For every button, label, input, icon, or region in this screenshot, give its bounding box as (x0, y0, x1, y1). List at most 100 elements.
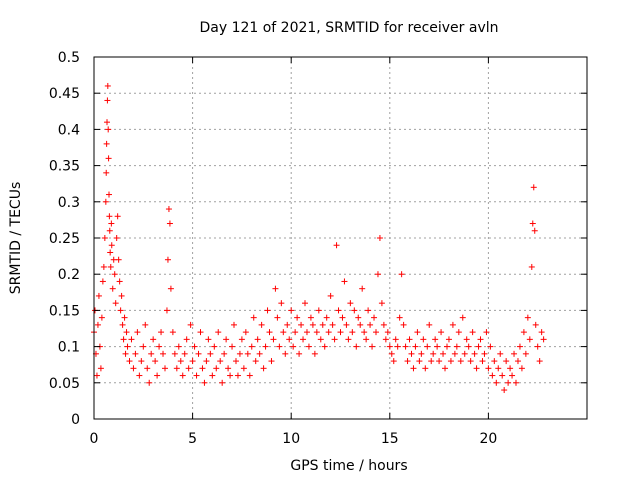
x-tick-label: 5 (188, 431, 197, 447)
data-point (357, 321, 364, 328)
data-point (361, 329, 368, 336)
data-point (513, 379, 520, 386)
data-point (503, 358, 510, 365)
data-point (359, 285, 366, 292)
data-point (175, 343, 182, 350)
data-point (292, 329, 299, 336)
data-point (282, 350, 289, 357)
data-point (104, 82, 111, 89)
grid-lines (94, 57, 587, 419)
data-point (246, 372, 253, 379)
data-point (339, 314, 346, 321)
data-point (443, 343, 450, 350)
data-point (183, 336, 190, 343)
data-point (408, 350, 415, 357)
data-point (240, 365, 247, 372)
data-point (156, 343, 163, 350)
data-point (211, 343, 218, 350)
data-point (321, 343, 328, 350)
data-point (414, 329, 421, 336)
data-point (270, 336, 277, 343)
data-point (369, 343, 376, 350)
data-point (481, 350, 488, 357)
data-point (229, 343, 236, 350)
data-point (121, 314, 128, 321)
data-point (404, 358, 411, 365)
y-tick-label: 0.35 (49, 159, 80, 175)
data-point (315, 307, 322, 314)
data-point (509, 372, 516, 379)
data-point (189, 358, 196, 365)
data-point (396, 314, 403, 321)
data-point (327, 292, 334, 299)
data-point (371, 314, 378, 321)
data-point (268, 358, 275, 365)
data-point (150, 336, 157, 343)
data-point (98, 314, 105, 321)
data-point (284, 321, 291, 328)
data-point (199, 365, 206, 372)
data-point (302, 300, 309, 307)
data-point (402, 343, 409, 350)
data-point (132, 350, 139, 357)
data-point (164, 256, 171, 263)
data-point (193, 372, 200, 379)
data-point (410, 365, 417, 372)
data-point (538, 329, 545, 336)
data-point (111, 271, 118, 278)
data-point (418, 350, 425, 357)
data-point (307, 314, 314, 321)
chart-title: Day 121 of 2021, SRMTID for receiver avl… (199, 20, 498, 36)
data-point (290, 343, 297, 350)
data-point (378, 300, 385, 307)
data-point (398, 271, 405, 278)
y-tick-label: 0.2 (58, 267, 80, 283)
data-point (469, 329, 476, 336)
data-point (526, 336, 533, 343)
data-point (335, 307, 342, 314)
data-point (134, 329, 141, 336)
data-point (341, 278, 348, 285)
data-point (144, 365, 151, 372)
data-point (171, 350, 178, 357)
data-point (205, 336, 212, 343)
data-point (106, 227, 113, 234)
data-point (102, 198, 109, 205)
data-point (532, 321, 539, 328)
data-point (343, 321, 350, 328)
data-point (501, 387, 508, 394)
data-point (406, 336, 413, 343)
data-point (522, 350, 529, 357)
data-point (331, 336, 338, 343)
data-point (483, 329, 490, 336)
data-point (231, 321, 238, 328)
data-point (298, 321, 305, 328)
data-point (278, 300, 285, 307)
data-point (520, 329, 527, 336)
data-point (416, 358, 423, 365)
data-point (280, 329, 287, 336)
data-point (438, 329, 445, 336)
data-point (181, 350, 188, 357)
data-point (313, 329, 320, 336)
data-point (400, 321, 407, 328)
data-point (294, 314, 301, 321)
data-point (432, 336, 439, 343)
data-point (495, 365, 502, 372)
data-point (101, 235, 108, 241)
data-point (227, 372, 234, 379)
data-point (104, 97, 111, 104)
data-point (236, 350, 243, 357)
data-point (388, 350, 395, 357)
data-point (303, 329, 310, 336)
data-point (105, 191, 112, 198)
data-point (136, 372, 143, 379)
data-point (529, 220, 536, 227)
data-point (187, 321, 194, 328)
y-tick-label: 0.05 (49, 376, 80, 392)
data-point (254, 336, 261, 343)
data-point (225, 365, 232, 372)
data-point (148, 350, 155, 357)
data-point (507, 365, 514, 372)
data-point (103, 140, 110, 147)
